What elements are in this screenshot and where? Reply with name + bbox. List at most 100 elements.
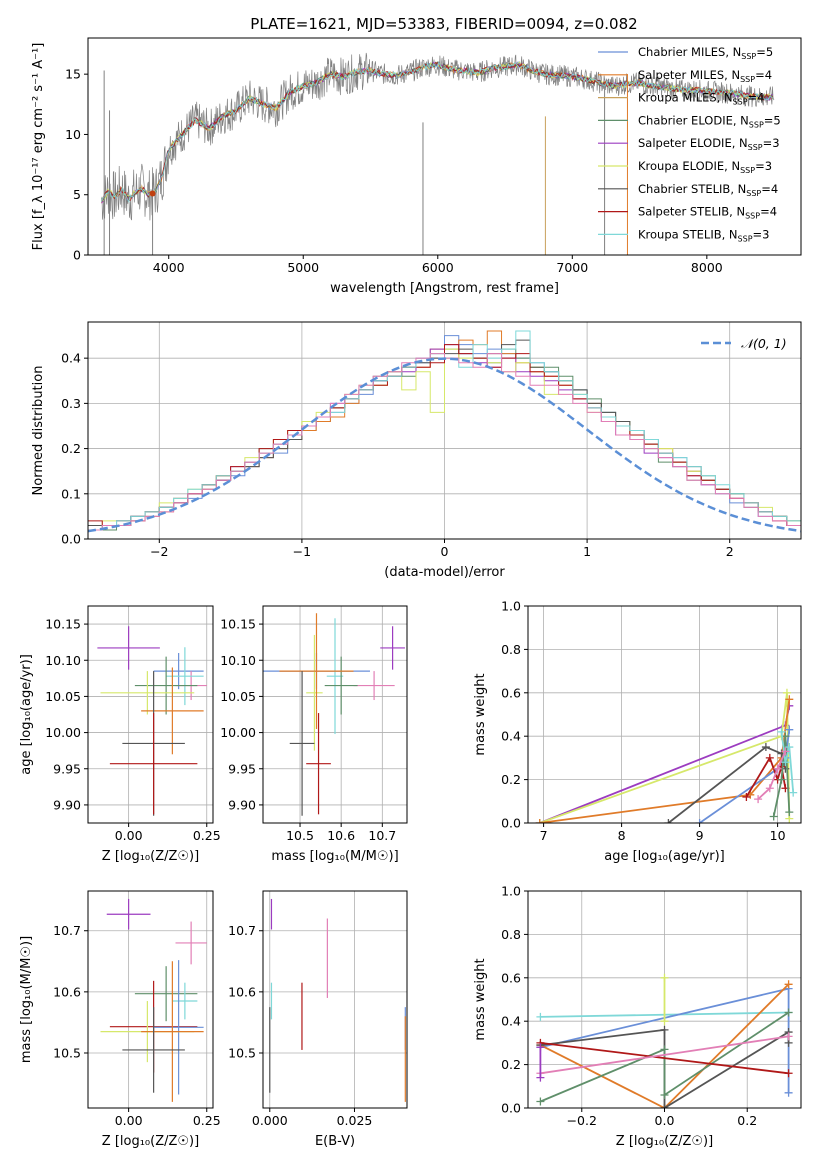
weight-marker — [785, 808, 794, 817]
weight-marker — [660, 973, 669, 982]
weight-marker — [660, 1104, 669, 1108]
x-tick-label: 6000 — [422, 260, 454, 275]
y-tick-label: 10.05 — [45, 689, 81, 704]
mass-vs-ebv-panel: 0.000 0.025 10.5 10.6 10.7 E(B-V) — [228, 890, 408, 1149]
weight-marker — [535, 819, 544, 823]
weight-marker — [785, 725, 794, 734]
y-tick-label: 0.4 — [501, 729, 521, 744]
weight-marker — [660, 1090, 669, 1099]
data-point — [134, 966, 198, 1022]
y-tick-label: 5 — [73, 187, 81, 202]
weight-series — [539, 983, 790, 1108]
x-tick-label: 0.025 — [337, 1113, 373, 1128]
data-point — [306, 713, 331, 815]
axes-frame — [262, 605, 408, 824]
y-tick-label: 10.6 — [53, 984, 81, 999]
x-axis-label: Z [log₁₀(Z/Z☉)] — [616, 1134, 713, 1149]
y-axis-label: Normed distribution — [31, 366, 46, 496]
legend-label: Salpeter ELODIE, NSSP=3 — [638, 136, 780, 152]
spectrum-legend: Chabrier MILES, NSSP=5 Salpeter MILES, NS… — [598, 45, 781, 243]
x-axis-label: (data-model)/error — [384, 565, 505, 580]
y-tick-label: 1.0 — [501, 884, 521, 899]
weight-marker — [777, 727, 786, 736]
mass-vs-z-panel: 0.00 0.25 10.5 10.6 10.7 Z [log₁₀(Z/Z☉)] mass … — [19, 890, 221, 1149]
data-point — [306, 634, 323, 751]
data-point — [141, 961, 204, 1102]
data-point — [175, 921, 207, 965]
legend-label: Chabrier MILES, NSSP=5 — [638, 45, 773, 61]
data-point — [279, 613, 354, 729]
y-tick-label: 0.4 — [61, 351, 81, 366]
mass-weight-vs-age-plot-area — [535, 688, 798, 823]
weight-marker — [785, 743, 794, 752]
weight-series — [540, 1035, 789, 1075]
spectrum-marker — [149, 190, 156, 197]
data-point — [134, 656, 198, 715]
y-tick-label: 0.0 — [501, 1101, 521, 1116]
weight-marker — [536, 1073, 545, 1082]
weight-marker — [754, 795, 763, 804]
model-spectrum — [101, 61, 774, 203]
legend-label: 𝒩(0, 1) — [741, 336, 787, 351]
x-axis-label: Z [log₁₀(Z/Z☉)] — [102, 1134, 199, 1149]
axes-frame — [87, 605, 214, 824]
data-point — [380, 626, 405, 670]
x-tick-label: 0.25 — [193, 828, 221, 843]
y-tick-label: 10.5 — [53, 1045, 81, 1060]
x-tick-label: 7 — [540, 828, 548, 843]
residuals-panel: −2 −1 0 1 2 0.0 0.1 0.2 0.3 0.4 (data-model)/error… — [31, 321, 802, 580]
normal-curve — [88, 357, 801, 533]
data-point — [141, 667, 204, 755]
y-tick-label: 9.95 — [53, 761, 81, 776]
data-point — [100, 671, 195, 715]
data-point — [97, 626, 160, 670]
legend-label: Kroupa ELODIE, NSSP=3 — [638, 159, 772, 175]
y-tick-label: 10.15 — [45, 617, 81, 632]
x-tick-label: 10 — [770, 828, 786, 843]
y-tick-label: 0.3 — [61, 396, 81, 411]
y-tick-label: 15 — [65, 67, 81, 82]
y-tick-label: 10.15 — [220, 617, 256, 632]
x-tick-label: 7000 — [556, 260, 588, 275]
weight-series — [540, 1042, 789, 1075]
legend-label: Salpeter MILES, NSSP=4 — [638, 68, 772, 84]
data-point — [326, 618, 344, 735]
weight-marker — [784, 980, 793, 989]
axes-frame — [87, 37, 802, 256]
x-tick-label: 8 — [618, 828, 626, 843]
x-axis-label: E(B-V) — [315, 1134, 355, 1149]
y-tick-label: 10 — [65, 127, 81, 142]
spectrum-panel: 4000 5000 6000 7000 8000 0 5 10 15 wavelength [An… — [31, 37, 802, 296]
weight-series — [540, 1011, 790, 1103]
data-point — [122, 1007, 185, 1093]
legend-label: Salpeter STELIB, NSSP=4 — [638, 205, 777, 221]
weight-series — [539, 699, 791, 823]
weight-marker — [742, 792, 751, 801]
x-tick-label: 0 — [441, 544, 449, 559]
x-tick-label: −1 — [293, 544, 311, 559]
y-tick-label: 10.05 — [220, 689, 256, 704]
data-point — [106, 898, 151, 930]
y-tick-label: 10.00 — [220, 725, 256, 740]
data-point — [289, 671, 315, 816]
weight-series — [757, 751, 787, 800]
weight-series — [539, 692, 791, 823]
mass-vs-ebv-plot-area — [269, 898, 406, 1102]
y-tick-label: 10.5 — [228, 1045, 256, 1060]
age-vs-mass-plot-area — [263, 613, 405, 816]
x-tick-label: −0.2 — [567, 1113, 597, 1128]
y-tick-label: 0.2 — [501, 1057, 521, 1072]
y-tick-label: 0.6 — [501, 685, 521, 700]
y-tick-label: 10.6 — [228, 984, 256, 999]
weight-marker — [660, 1017, 669, 1026]
y-tick-label: 9.90 — [228, 797, 256, 812]
x-tick-label: 8000 — [691, 260, 723, 275]
y-tick-label: 10.00 — [45, 725, 81, 740]
y-tick-label: 0.8 — [501, 642, 521, 657]
y-axis-label: mass [log₁₀(M/M☉)] — [19, 936, 34, 1063]
data-point — [109, 713, 198, 815]
mass-weight-vs-age-panel: 7 8 9 10 0.0 0.2 0.4 0.6 0.8 1.0 age [log₁₀(age/yr… — [473, 599, 802, 864]
y-tick-label: 0.1 — [61, 486, 81, 501]
x-tick-label: 9 — [696, 828, 704, 843]
